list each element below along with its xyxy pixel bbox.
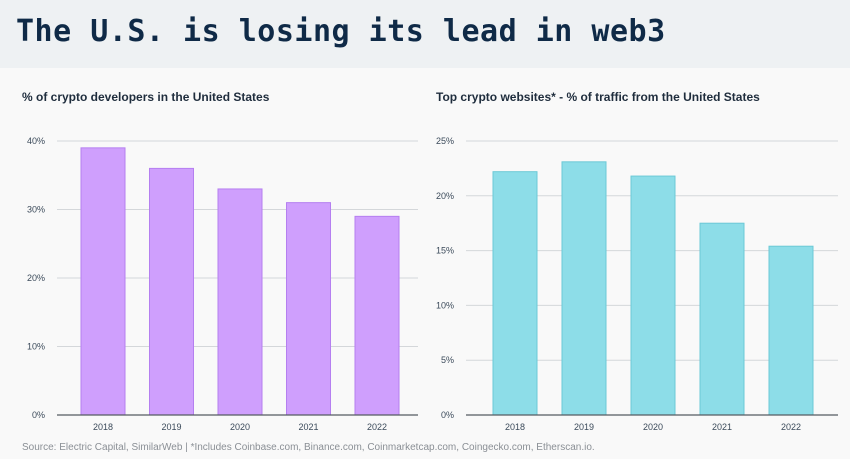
y-tick-label: 10% (436, 300, 454, 310)
x-tick-label: 2019 (574, 422, 594, 432)
y-tick-label: 40% (27, 136, 45, 146)
bar-2022 (354, 215, 400, 416)
bar-2019 (561, 161, 607, 416)
y-tick-label: 20% (436, 191, 454, 201)
traffic-bar-chart: 0% 5% 10% 15% 20% 25% 2018 2019 2020 2021 2022 (436, 136, 838, 432)
x-tick-label: 2021 (298, 422, 318, 432)
y-tick-label: 5% (441, 355, 454, 365)
y-tick-label: 0% (32, 410, 45, 420)
chart-title: % of crypto developers in the United Sta… (22, 90, 270, 104)
x-tick-label: 2018 (93, 422, 113, 432)
chart-title: Top crypto websites* - % of traffic from… (436, 90, 760, 104)
bar-2018 (492, 171, 538, 416)
x-tick-label: 2020 (230, 422, 250, 432)
y-tick-label: 25% (436, 136, 454, 146)
y-tick-label: 10% (27, 342, 45, 352)
x-tick-label: 2020 (643, 422, 663, 432)
bar-2020 (217, 188, 263, 416)
x-tick-label: 2019 (161, 422, 181, 432)
bar-2022 (768, 245, 814, 416)
developers-chart-panel: % of crypto developers in the United Sta… (0, 68, 425, 440)
x-tick-label: 2018 (505, 422, 525, 432)
x-tick-label: 2022 (781, 422, 801, 432)
x-tick-label: 2022 (367, 422, 387, 432)
header-banner: The U.S. is losing its lead in web3 (0, 0, 850, 68)
bar-2018 (80, 147, 126, 416)
y-tick-label: 15% (436, 246, 454, 256)
source-footnote: Source: Electric Capital, SimilarWeb | *… (22, 442, 595, 453)
bar-2020 (630, 175, 676, 416)
bar-2021 (286, 202, 331, 416)
x-tick-label: 2021 (712, 422, 732, 432)
bar-2021 (699, 222, 745, 416)
y-tick-label: 20% (27, 273, 45, 283)
page-title: The U.S. is losing its lead in web3 (16, 14, 666, 49)
bar-2019 (149, 167, 194, 416)
y-tick-label: 30% (27, 205, 45, 215)
developers-bar-chart: 0% 10% 20% 30% 40% 2018 2019 2020 2021 2022 (27, 136, 418, 432)
traffic-chart-panel: Top crypto websites* - % of traffic from… (425, 68, 850, 440)
y-tick-label: 0% (441, 410, 454, 420)
